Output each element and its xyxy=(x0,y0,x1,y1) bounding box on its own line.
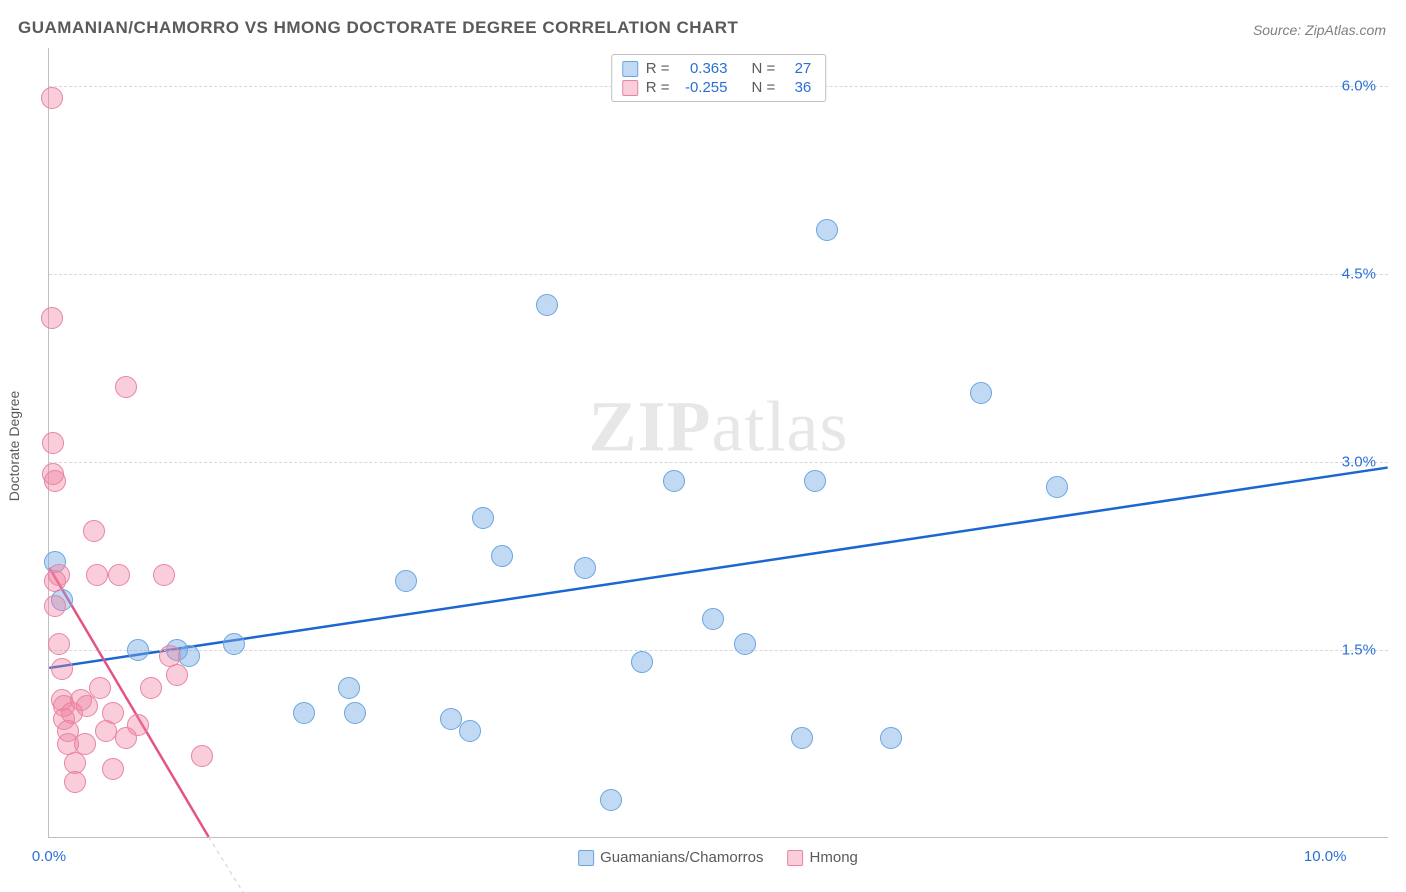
scatter-point xyxy=(223,633,245,655)
scatter-point xyxy=(293,702,315,724)
scatter-point xyxy=(600,789,622,811)
legend-n-label: N = xyxy=(752,60,776,77)
scatter-point xyxy=(663,470,685,492)
scatter-point xyxy=(127,639,149,661)
scatter-point xyxy=(42,432,64,454)
scatter-point xyxy=(140,677,162,699)
scatter-point xyxy=(536,294,558,316)
watermark-atlas: atlas xyxy=(712,386,849,466)
chart-title: GUAMANIAN/CHAMORRO VS HMONG DOCTORATE DE… xyxy=(18,18,738,38)
legend-swatch xyxy=(788,850,804,866)
y-tick-label: 4.5% xyxy=(1342,265,1376,282)
scatter-point xyxy=(1046,476,1068,498)
scatter-point xyxy=(102,758,124,780)
legend-item: Guamanians/Chamorros xyxy=(578,849,763,866)
legend-n-value: 36 xyxy=(783,79,811,96)
regression-line xyxy=(209,837,279,892)
scatter-point xyxy=(344,702,366,724)
scatter-point xyxy=(102,702,124,724)
scatter-point xyxy=(970,382,992,404)
scatter-point xyxy=(491,545,513,567)
legend-stats-row: R = -0.255 N = 36 xyxy=(622,78,812,97)
regression-line xyxy=(49,468,1387,668)
legend-r-label: R = xyxy=(646,60,670,77)
scatter-point xyxy=(48,633,70,655)
scatter-point xyxy=(574,557,596,579)
legend-item: Hmong xyxy=(788,849,858,866)
scatter-point xyxy=(86,564,108,586)
legend-stats-row: R = 0.363 N = 27 xyxy=(622,59,812,78)
legend-label: Hmong xyxy=(810,849,858,866)
scatter-point xyxy=(51,658,73,680)
legend-swatch xyxy=(578,850,594,866)
scatter-point xyxy=(76,695,98,717)
source-label: Source: ZipAtlas.com xyxy=(1253,22,1386,38)
scatter-point xyxy=(440,708,462,730)
legend-r-value: 0.363 xyxy=(678,60,728,77)
scatter-point xyxy=(816,219,838,241)
scatter-point xyxy=(880,727,902,749)
scatter-point xyxy=(459,720,481,742)
scatter-point xyxy=(74,733,96,755)
y-tick-label: 6.0% xyxy=(1342,77,1376,94)
scatter-point xyxy=(631,651,653,673)
scatter-point xyxy=(64,771,86,793)
scatter-point xyxy=(108,564,130,586)
scatter-point xyxy=(395,570,417,592)
plot-area: ZIPatlas R = 0.363 N = 27 R = -0.255 N = 36 1.5… xyxy=(48,48,1388,838)
scatter-point xyxy=(191,745,213,767)
x-tick-label: 10.0% xyxy=(1304,848,1347,865)
legend-label: Guamanians/Chamorros xyxy=(600,849,763,866)
scatter-point xyxy=(804,470,826,492)
scatter-point xyxy=(83,520,105,542)
legend-swatch xyxy=(622,80,638,96)
watermark-zip: ZIP xyxy=(589,386,712,466)
scatter-point xyxy=(338,677,360,699)
scatter-point xyxy=(89,677,111,699)
scatter-point xyxy=(734,633,756,655)
plot-container: ZIPatlas R = 0.363 N = 27 R = -0.255 N = 36 1.5… xyxy=(48,48,1388,838)
scatter-point xyxy=(48,564,70,586)
y-tick-label: 3.0% xyxy=(1342,453,1376,470)
gridline xyxy=(49,650,1388,651)
scatter-point xyxy=(44,470,66,492)
gridline xyxy=(49,462,1388,463)
legend-bottom: Guamanians/Chamorros Hmong xyxy=(578,849,858,866)
scatter-point xyxy=(791,727,813,749)
scatter-point xyxy=(127,714,149,736)
scatter-point xyxy=(472,507,494,529)
scatter-point xyxy=(166,664,188,686)
watermark: ZIPatlas xyxy=(589,385,849,468)
scatter-point xyxy=(41,87,63,109)
gridline xyxy=(49,274,1388,275)
y-axis-label: Doctorate Degree xyxy=(6,391,22,502)
regression-lines-layer xyxy=(49,48,1388,837)
scatter-point xyxy=(702,608,724,630)
legend-r-value: -0.255 xyxy=(678,79,728,96)
scatter-point xyxy=(41,307,63,329)
legend-n-value: 27 xyxy=(783,60,811,77)
legend-n-label: N = xyxy=(752,79,776,96)
scatter-point xyxy=(153,564,175,586)
y-tick-label: 1.5% xyxy=(1342,641,1376,658)
x-tick-label: 0.0% xyxy=(32,848,66,865)
legend-swatch xyxy=(622,61,638,77)
scatter-point xyxy=(115,376,137,398)
legend-stats-box: R = 0.363 N = 27 R = -0.255 N = 36 xyxy=(611,54,827,102)
scatter-point xyxy=(178,645,200,667)
legend-r-label: R = xyxy=(646,79,670,96)
scatter-point xyxy=(44,595,66,617)
